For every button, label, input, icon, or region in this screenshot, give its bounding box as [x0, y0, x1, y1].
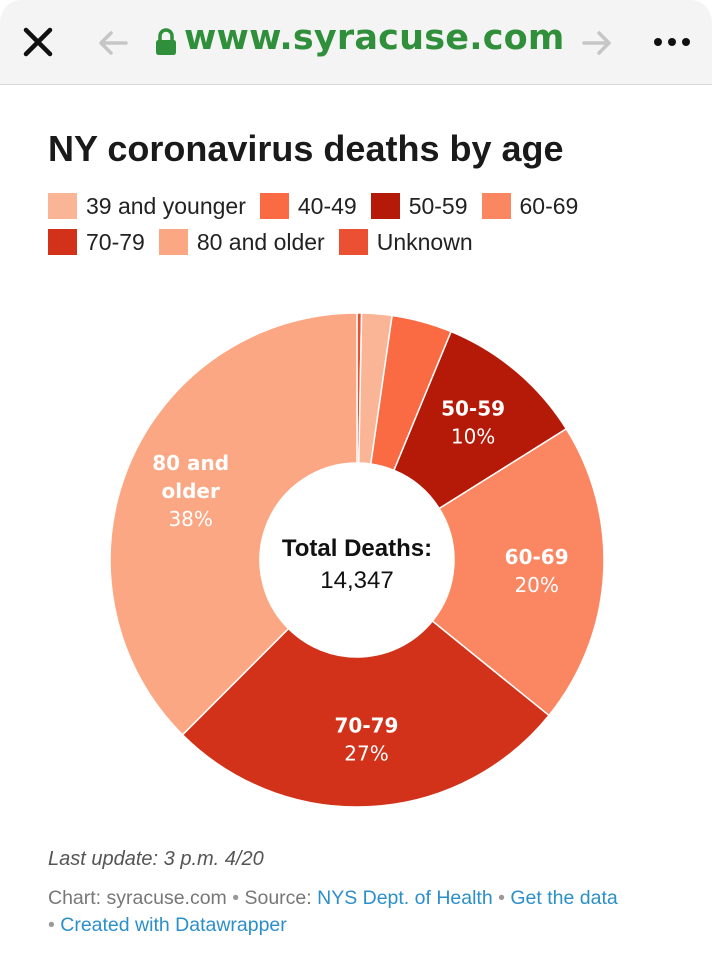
slice-label: 50-59	[441, 396, 505, 420]
center-value: 14,347	[320, 567, 393, 594]
arrow-right-icon[interactable]	[580, 28, 614, 58]
last-update-note: Last update: 3 p.m. 4/20	[48, 848, 264, 870]
legend-swatch	[48, 193, 77, 219]
legend-item: 50-59	[370, 192, 468, 219]
slice-value-label: 10%	[451, 424, 495, 448]
legend-label: 80 and older	[196, 228, 325, 255]
legend-swatch	[259, 193, 289, 219]
legend-label: Unknown	[376, 228, 473, 255]
slice-label: 60-69	[505, 545, 569, 569]
separator: •	[232, 887, 240, 909]
pie-slice	[181, 619, 551, 808]
more-icon[interactable]	[650, 30, 694, 54]
slice-label: 80 and	[152, 451, 229, 475]
close-icon[interactable]	[18, 22, 58, 62]
browser-toolbar: www.syracuse.com	[0, 0, 712, 85]
donut-chart: 50-59 10% 60-69 20% 70-79 27% 80 and older 38% To…	[109, 312, 605, 808]
arrow-left-icon[interactable]	[96, 28, 130, 58]
legend-item: 40-49	[259, 192, 357, 219]
legend-label: 40-49	[297, 192, 357, 219]
source-prefix: Source:	[244, 887, 312, 909]
slice-value-label: 27%	[344, 742, 388, 766]
legend-label: 39 and younger	[86, 192, 246, 219]
legend-label: 50-59	[408, 192, 468, 219]
chart-legend: 39 and younger 40-49 50-59 60-69 70-79 80 and…	[48, 193, 688, 255]
chart-title: NY coronavirus deaths by age	[48, 128, 564, 169]
pie-slice	[109, 312, 358, 736]
legend-item: 39 and younger	[48, 193, 246, 219]
pie-slice	[431, 427, 605, 717]
separator: •	[498, 887, 505, 909]
separator: •	[48, 914, 55, 936]
legend-item: Unknown	[338, 228, 473, 255]
chart-credits: Chart: syracuse.com • Source: NYS Dept. …	[48, 885, 668, 939]
legend-label: 60-69	[519, 192, 579, 219]
legend-swatch	[48, 229, 77, 255]
slice-value-label: 20%	[514, 573, 558, 597]
source-link[interactable]: NYS Dept. of Health	[317, 887, 493, 909]
address-bar-url[interactable]: www.syracuse.com	[184, 18, 565, 58]
legend-swatch	[158, 229, 188, 255]
legend-swatch	[481, 193, 511, 219]
legend-swatch	[370, 193, 400, 219]
legend-item: 80 and older	[158, 228, 325, 255]
slice-label: 70-79	[335, 714, 399, 738]
legend-item: 70-79	[48, 229, 145, 255]
datawrapper-link[interactable]: Created with Datawrapper	[60, 914, 287, 936]
legend-item: 60-69	[481, 192, 579, 219]
center-label: Total Deaths:	[282, 535, 432, 562]
chart-credit: Chart: syracuse.com	[48, 887, 227, 909]
get-data-link[interactable]: Get the data	[510, 887, 618, 909]
lock-icon	[156, 28, 176, 55]
slice-value-label: 38%	[168, 507, 212, 531]
slice-label: older	[162, 479, 220, 503]
legend-label: 70-79	[86, 228, 145, 255]
legend-swatch	[338, 229, 368, 255]
